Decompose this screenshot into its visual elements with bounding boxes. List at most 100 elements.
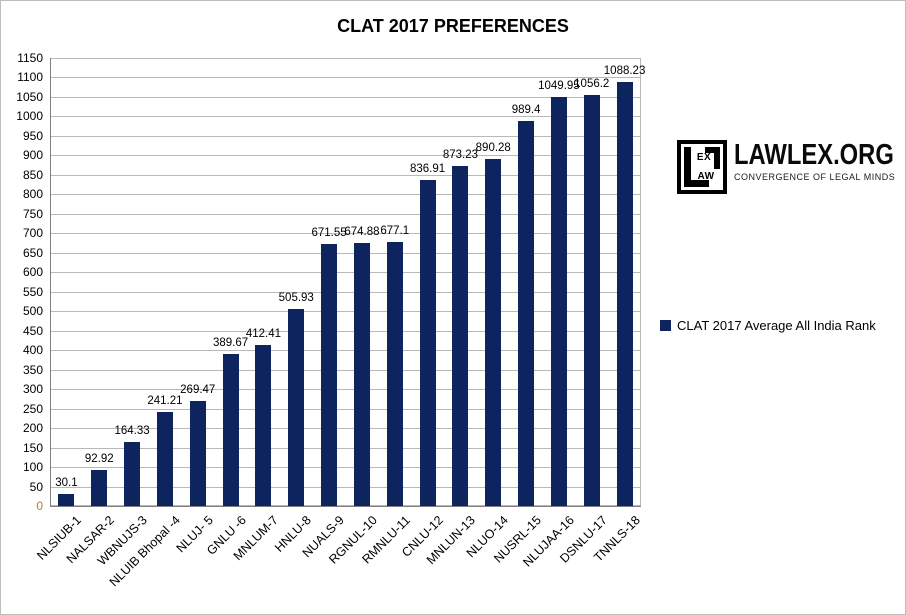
logo-l-shape-foot bbox=[684, 180, 709, 187]
x-axis-line bbox=[50, 506, 641, 507]
y-axis-tick-label: 400 bbox=[22, 343, 43, 358]
y-axis-line bbox=[50, 58, 51, 506]
y-axis-tick-label: 600 bbox=[22, 265, 43, 280]
bar bbox=[189, 401, 206, 506]
y-axis-tick-label: 0 bbox=[36, 499, 43, 513]
gridline bbox=[50, 408, 641, 410]
y-axis-tick-label: 200 bbox=[22, 421, 43, 436]
gridline bbox=[50, 233, 641, 235]
y-axis-tick-label: 250 bbox=[22, 401, 43, 416]
bar bbox=[353, 243, 370, 506]
y-axis-tick-label: 350 bbox=[22, 362, 43, 377]
logo-bracket-top bbox=[705, 147, 720, 153]
bar bbox=[583, 94, 600, 506]
logo-site-name: LAWLEX.ORG bbox=[734, 139, 894, 171]
bar bbox=[452, 165, 469, 506]
bar-value-label: 1056.2 bbox=[574, 77, 610, 90]
logo-l-shape bbox=[684, 147, 691, 187]
bar-value-label: 989.4 bbox=[511, 103, 541, 116]
bar-value-label: 269.47 bbox=[180, 384, 216, 397]
y-axis-tick-label: 1000 bbox=[16, 109, 43, 124]
logo-text-block: LAWLEX.ORG CONVERGENCE OF LEGAL MINDS bbox=[734, 139, 905, 182]
y-axis-tick-label: 500 bbox=[22, 304, 43, 319]
y-axis-tick-label: 650 bbox=[22, 245, 43, 260]
bar bbox=[386, 242, 403, 506]
chart-title: CLAT 2017 PREFERENCES bbox=[337, 16, 569, 36]
gridline bbox=[50, 486, 641, 488]
y-axis-tick-label: 100 bbox=[22, 460, 43, 475]
lawlex-logo: EX AW LAWLEX.ORG CONVERGENCE OF LEGAL MI… bbox=[677, 139, 905, 194]
logo-text-ex: EX bbox=[696, 152, 712, 163]
gridline bbox=[50, 389, 641, 391]
bar bbox=[321, 244, 338, 506]
bar-value-label: 241.21 bbox=[147, 395, 183, 408]
bar bbox=[255, 345, 272, 506]
bar bbox=[518, 120, 535, 506]
gridline bbox=[50, 174, 641, 176]
bar bbox=[288, 308, 305, 506]
bar-value-label: 836.91 bbox=[409, 162, 446, 175]
bar bbox=[222, 354, 239, 506]
bar-value-label: 92.92 bbox=[84, 452, 114, 465]
y-axis-tick-label: 1150 bbox=[17, 51, 43, 65]
bar bbox=[419, 179, 436, 506]
legend-label: CLAT 2017 Average All India Rank bbox=[677, 318, 876, 333]
bar bbox=[58, 494, 75, 506]
y-axis-tick-label: 850 bbox=[22, 167, 43, 182]
lawlex-logo-mark-icon: EX AW bbox=[677, 140, 727, 194]
gridline bbox=[50, 467, 641, 469]
gridline bbox=[50, 135, 641, 137]
gridline bbox=[50, 155, 641, 157]
bar-value-label: 412.41 bbox=[245, 328, 281, 341]
y-axis-tick-label: 800 bbox=[22, 187, 43, 202]
bar bbox=[550, 96, 567, 506]
bar-value-label: 671.55 bbox=[311, 227, 347, 240]
bar bbox=[156, 412, 173, 506]
gridline bbox=[50, 428, 641, 430]
y-axis-tick-label: 300 bbox=[22, 382, 43, 397]
gridline bbox=[50, 77, 641, 79]
bar bbox=[91, 469, 108, 506]
y-axis-tick-label: 1050 bbox=[16, 89, 43, 104]
legend-marker-icon bbox=[660, 320, 671, 331]
gridline bbox=[50, 311, 641, 313]
logo-text-aw: AW bbox=[697, 171, 715, 182]
gridline bbox=[50, 194, 641, 196]
gridline bbox=[50, 350, 641, 352]
y-axis-tick-label: 950 bbox=[22, 128, 43, 143]
gridline bbox=[50, 116, 641, 118]
y-axis-tick-label: 50 bbox=[29, 479, 43, 494]
bar-value-label: 674.88 bbox=[344, 226, 380, 239]
bar-value-label: 890.28 bbox=[475, 142, 511, 155]
gridline bbox=[50, 213, 641, 215]
bar bbox=[616, 82, 633, 506]
bar-value-label: 677.1 bbox=[380, 225, 410, 238]
gridline bbox=[50, 369, 641, 371]
bar-value-label: 164.33 bbox=[114, 424, 150, 437]
y-axis-tick-label: 700 bbox=[22, 226, 43, 241]
bar-value-label: 1049.95 bbox=[538, 79, 580, 92]
y-axis-tick-label: 900 bbox=[22, 148, 43, 163]
gridline bbox=[50, 272, 641, 274]
bar-value-label: 389.67 bbox=[212, 337, 249, 350]
bar-value-label: 1088.23 bbox=[603, 65, 646, 78]
gridline bbox=[50, 447, 641, 449]
bar-value-label: 505.93 bbox=[278, 291, 314, 304]
bar-value-label: 30.1 bbox=[55, 477, 78, 490]
legend: CLAT 2017 Average All India Rank bbox=[660, 318, 876, 333]
y-axis-tick-label: 1100 bbox=[17, 70, 43, 85]
gridline bbox=[50, 252, 641, 254]
bar bbox=[485, 159, 502, 506]
gridline bbox=[50, 291, 641, 293]
y-axis-tick-label: 150 bbox=[22, 440, 43, 455]
gridline bbox=[50, 330, 641, 332]
y-axis-tick-label: 450 bbox=[22, 323, 43, 338]
y-axis-tick-label: 750 bbox=[22, 206, 43, 221]
y-axis-tick-label: 550 bbox=[22, 284, 43, 299]
bar bbox=[124, 441, 141, 506]
gridline bbox=[50, 96, 641, 98]
bar-value-label: 873.23 bbox=[442, 148, 478, 161]
logo-tagline: CONVERGENCE OF LEGAL MINDS bbox=[734, 172, 896, 182]
logo-bracket-side bbox=[714, 147, 720, 169]
